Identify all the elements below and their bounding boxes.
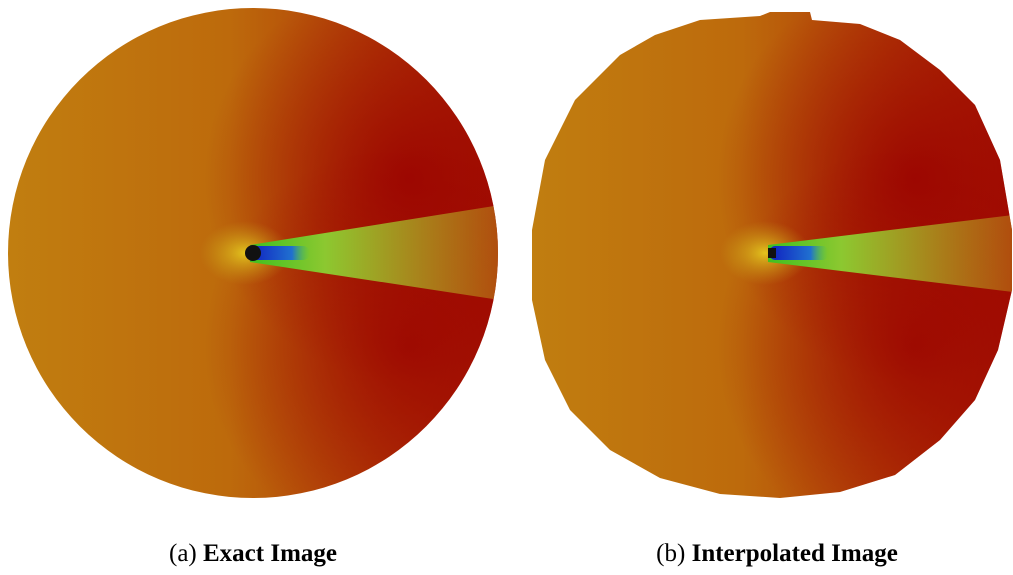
interpolated-image bbox=[520, 0, 1013, 510]
caption-text: Exact Image bbox=[203, 540, 337, 567]
caption-b: (b) Interpolated Image bbox=[656, 540, 898, 568]
figure: (a) Exact Image (b) Interpolated Image bbox=[0, 0, 1013, 575]
caption-label: (b) bbox=[656, 540, 685, 567]
caption-text: Interpolated Image bbox=[692, 540, 898, 567]
figure-images bbox=[0, 0, 1013, 530]
caption-a: (a) Exact Image bbox=[169, 540, 337, 568]
caption-label: (a) bbox=[169, 540, 197, 567]
exact-image bbox=[0, 0, 510, 510]
